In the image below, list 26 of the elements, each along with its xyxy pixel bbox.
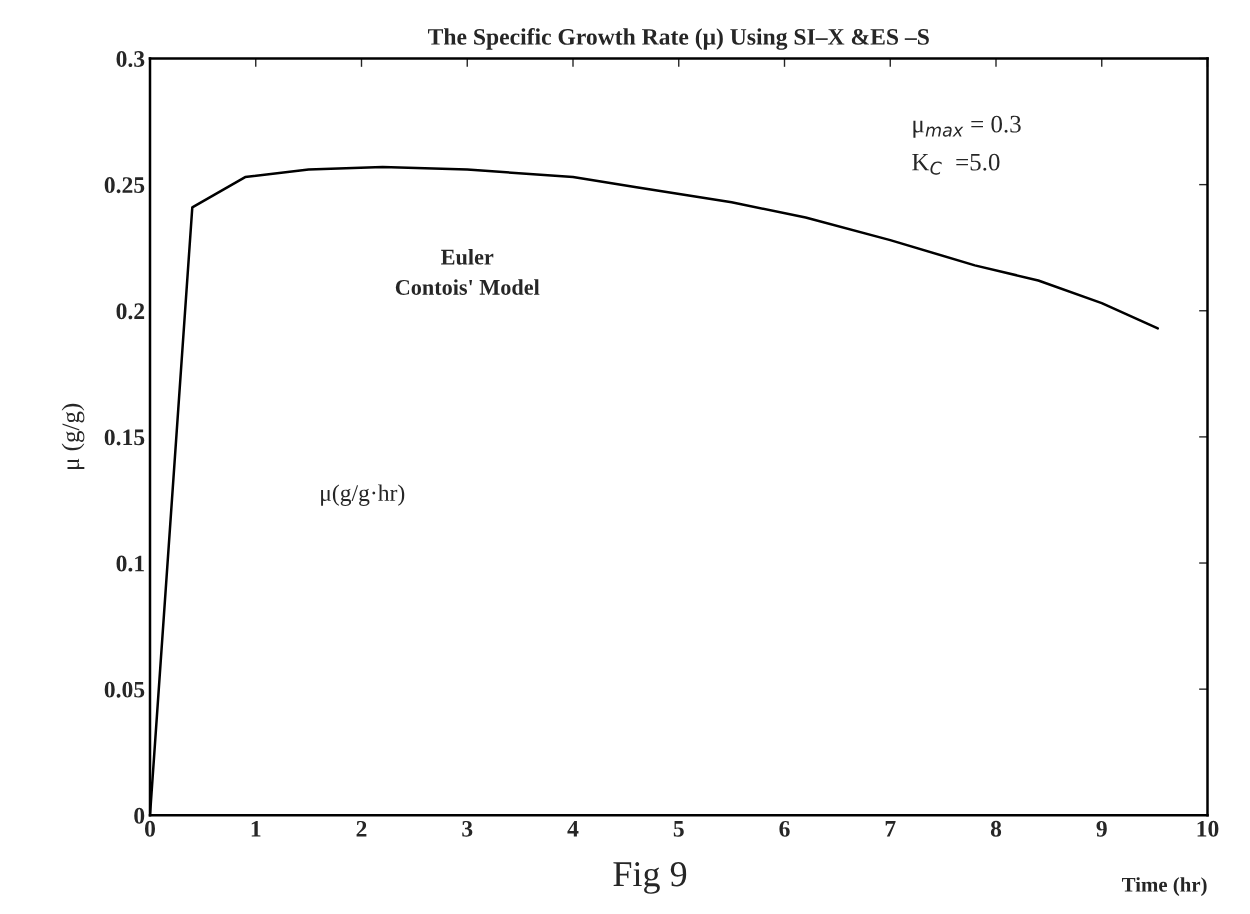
x-tick-label: 1 (251, 820, 261, 837)
annotation: Contois' Model (395, 279, 540, 295)
x-tick-label: 9 (1096, 820, 1107, 837)
y-tick-label: 0.25 (104, 177, 145, 194)
annotation: μ(g/g·hr) (321, 484, 405, 506)
x-tick-label: 10 (1197, 820, 1219, 837)
y-tick-label: 0 (134, 807, 145, 824)
y-tick-label: 0.2 (116, 303, 145, 320)
x-tick-label: 4 (567, 820, 579, 837)
x-tick-label: 6 (779, 820, 790, 837)
annotation: Euler (441, 248, 494, 265)
y-tick-label: 0.1 (116, 555, 144, 572)
x-tick-label: 8 (990, 820, 1002, 837)
x-tick-label: 5 (673, 821, 684, 837)
x-tick-label: 3 (462, 820, 473, 837)
annotation: μ$_{max}$ = 0.3 (913, 115, 1021, 138)
x-tick-label: 2 (356, 820, 367, 837)
chart-title: The Specific Growth Rate (μ) Using SI–X &ES –S (427, 27, 929, 50)
y-tick-label: 0.05 (104, 681, 145, 698)
caption: Fig 9 (613, 862, 687, 894)
y-tick-label: 0.15 (104, 429, 145, 446)
y-axis-title: μ (g/g) (61, 403, 85, 469)
annotation: K$_{C}$ =5.0 (912, 153, 1000, 175)
x-axis-title: Time (hr) (1121, 877, 1207, 897)
x-tick-label: 7 (885, 821, 896, 837)
y-tick-label: 0.3 (116, 50, 145, 68)
